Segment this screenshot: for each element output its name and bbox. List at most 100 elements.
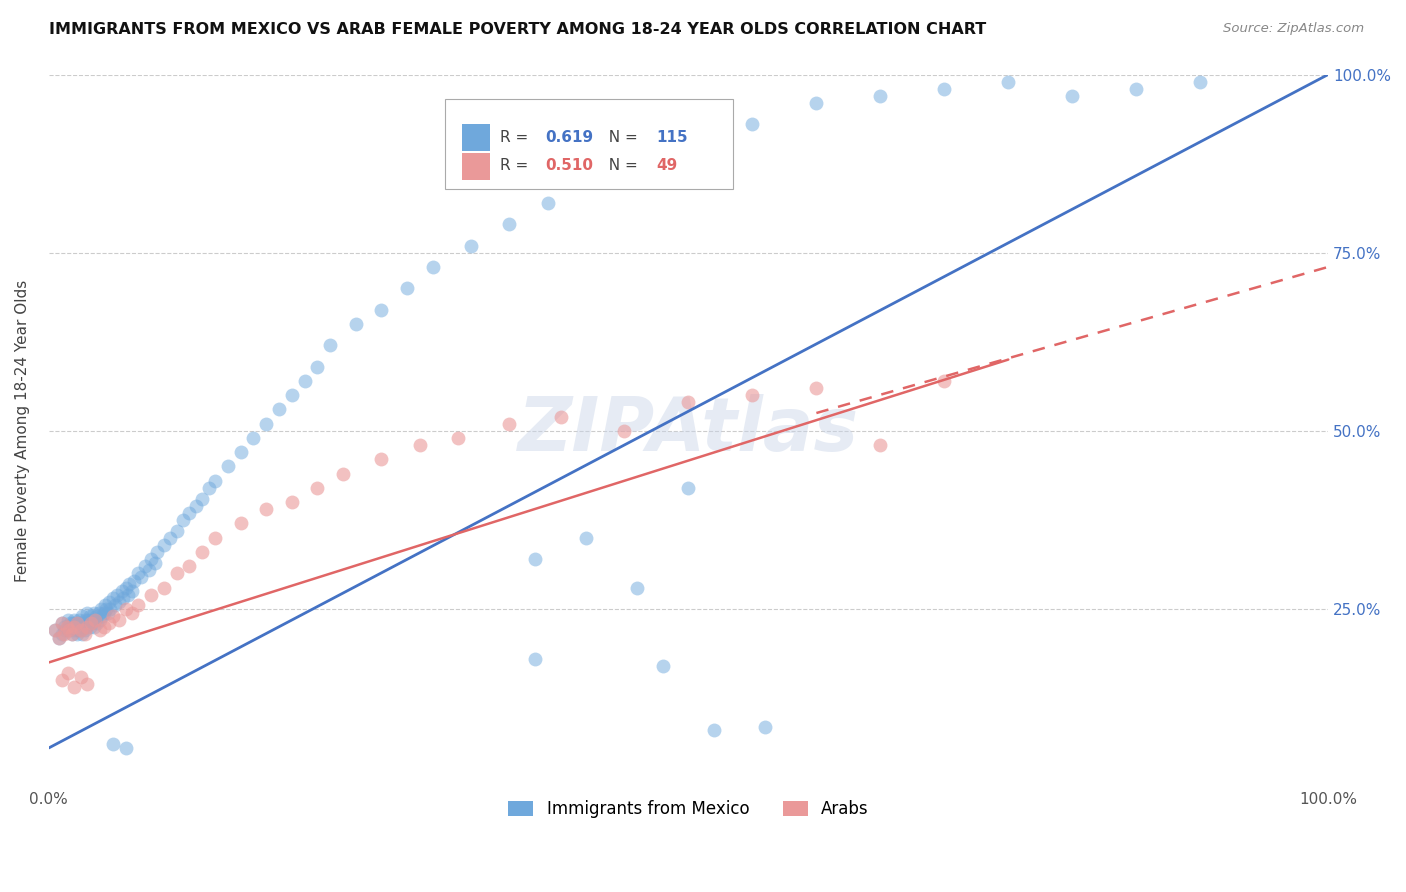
Point [80, 616, 103, 631]
Point [73, 627, 96, 641]
Text: Source: ZipAtlas.com: Source: ZipAtlas.com [1223, 22, 1364, 36]
Point [869, 89, 891, 103]
Point [179, 506, 201, 520]
Point [242, 431, 264, 445]
Point [108, 613, 131, 627]
Point [129, 570, 152, 584]
Point [138, 563, 160, 577]
Point [44, 624, 66, 638]
Point [651, 659, 673, 673]
Point [678, 138, 700, 153]
Point [76, 606, 98, 620]
Text: 49: 49 [657, 158, 678, 173]
Point [370, 452, 392, 467]
Point [83, 606, 105, 620]
Point [111, 591, 134, 606]
Point [53, 620, 76, 634]
Point [498, 217, 520, 231]
Point [460, 238, 482, 252]
Point [51, 616, 73, 631]
Point [498, 417, 520, 431]
Point [69, 624, 91, 638]
Point [294, 374, 316, 388]
Point [60, 627, 83, 641]
Point [96, 602, 118, 616]
Point [281, 495, 304, 509]
Point [613, 424, 636, 438]
Point [63, 681, 86, 695]
Point [678, 395, 700, 409]
Point [60, 627, 83, 641]
Point [523, 652, 546, 666]
Point [127, 599, 149, 613]
Point [72, 620, 94, 634]
Point [60, 620, 83, 634]
Point [229, 516, 252, 531]
Point [934, 82, 956, 96]
Point [806, 95, 828, 110]
Point [153, 581, 176, 595]
Point [51, 673, 73, 688]
Point [332, 467, 354, 481]
Point [179, 559, 201, 574]
Y-axis label: Female Poverty Among 18-24 Year Olds: Female Poverty Among 18-24 Year Olds [15, 280, 30, 582]
Text: IMMIGRANTS FROM MEXICO VS ARAB FEMALE POVERTY AMONG 18-24 YEAR OLDS CORRELATION : IMMIGRANTS FROM MEXICO VS ARAB FEMALE PO… [49, 22, 987, 37]
Point [319, 338, 342, 352]
Point [48, 631, 70, 645]
Point [56, 620, 79, 634]
Point [76, 616, 98, 631]
Point [69, 624, 91, 638]
Point [254, 417, 277, 431]
Point [89, 613, 111, 627]
Point [89, 624, 111, 638]
Point [267, 402, 290, 417]
FancyBboxPatch shape [446, 100, 733, 188]
Point [114, 581, 136, 595]
Point [626, 153, 648, 167]
Point [550, 409, 572, 424]
Point [678, 481, 700, 495]
Point [97, 595, 120, 609]
Point [121, 606, 143, 620]
Point [80, 616, 103, 631]
Point [70, 627, 93, 641]
Point [83, 613, 105, 627]
Point [997, 75, 1019, 89]
Point [55, 624, 77, 638]
Point [69, 670, 91, 684]
Point [1125, 82, 1147, 96]
Point [1189, 75, 1212, 89]
Point [69, 616, 91, 631]
Point [66, 616, 89, 631]
Point [118, 577, 141, 591]
Point [409, 438, 432, 452]
Point [204, 474, 226, 488]
Point [108, 595, 131, 609]
Point [69, 613, 91, 627]
Point [67, 620, 90, 634]
Point [191, 545, 214, 559]
Point [172, 513, 194, 527]
Point [806, 381, 828, 395]
Point [191, 491, 214, 506]
Point [344, 317, 367, 331]
Point [153, 538, 176, 552]
Point [127, 566, 149, 581]
Point [58, 624, 80, 638]
Point [741, 388, 763, 402]
Point [76, 620, 98, 634]
Point [101, 738, 124, 752]
Point [575, 174, 598, 188]
Point [121, 584, 143, 599]
Point [63, 624, 86, 638]
Point [79, 609, 101, 624]
Point [56, 613, 79, 627]
Text: 115: 115 [657, 129, 688, 145]
Point [1062, 89, 1084, 103]
Point [105, 588, 128, 602]
Text: R =: R = [501, 129, 533, 145]
Point [703, 723, 725, 738]
Point [93, 606, 115, 620]
Point [447, 431, 470, 445]
Point [83, 613, 105, 627]
